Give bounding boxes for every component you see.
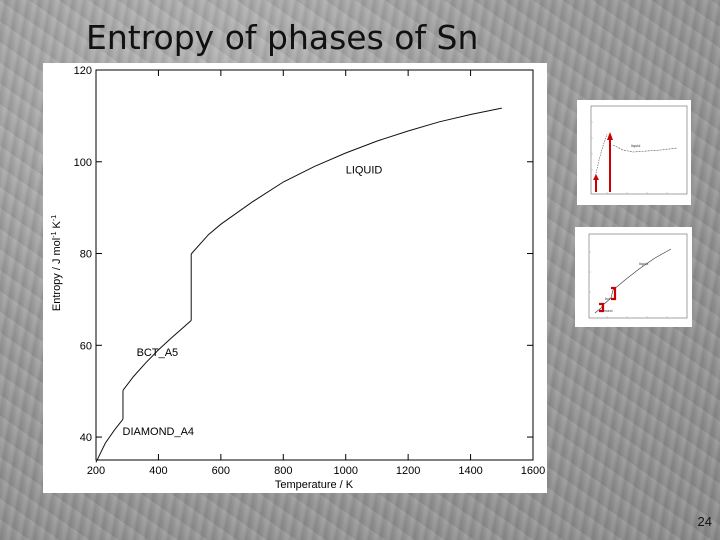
y-tick-label: 120: [74, 65, 92, 77]
x-tick-label: 1400: [458, 465, 482, 477]
y-tick-label: 100: [74, 157, 92, 169]
thumbnail-heat-capacity-plot: liquid: [577, 100, 691, 205]
thumbnail-2-svg: liquid bct diamond: [588, 233, 688, 319]
red-bracket-lower: [599, 302, 605, 313]
x-tick-label: 200: [87, 465, 105, 477]
thumbnail-1-svg: liquid: [590, 105, 688, 195]
x-tick-label: 600: [212, 465, 230, 477]
x-tick-label: 1000: [333, 465, 357, 477]
y-tick-label: 40: [80, 432, 92, 444]
x-tick-label: 400: [149, 465, 167, 477]
phase-label-diamond_a4: DIAMOND_A4: [123, 426, 195, 438]
x-tick-label: 1600: [521, 465, 545, 477]
series-lines: [95, 107, 502, 463]
y-tick-label: 80: [80, 249, 92, 261]
slide-title: Entropy of phases of Sn: [86, 18, 479, 57]
x-axis-label: Temperature / K: [275, 479, 354, 491]
y-axis-label: Entropy / J mol-1 K-1: [51, 215, 63, 311]
red-arrow-tall: [607, 132, 613, 192]
thumb2-label-liquid: liquid: [639, 261, 648, 266]
axis-ticks: 200 400 600 800 1000 1200 1400 1600 40 60 80 100 120: [74, 65, 546, 477]
x-tick-label: 1200: [396, 465, 420, 477]
phase-label-bct_a5: BCT_A5: [137, 347, 179, 359]
thumb1-label-liquid: liquid: [631, 143, 640, 148]
thumbnail-entropy-plot: liquid bct diamond: [575, 227, 692, 327]
phase-label-liquid: LIQUID: [346, 165, 383, 177]
thumb2-label-bct: bct: [605, 297, 610, 301]
page-number: 24: [697, 514, 712, 529]
red-arrow-small: [593, 174, 599, 192]
plot-frame: [95, 69, 534, 461]
red-bracket-upper: [611, 286, 617, 301]
chart-svg: 200 400 600 800 1000 1200 1400 1600 40 60 80 100 120…: [51, 65, 546, 491]
entropy-chart: 200 400 600 800 1000 1200 1400 1600 40 60 80 100 120…: [43, 63, 547, 493]
y-tick-label: 60: [80, 340, 92, 352]
x-tick-label: 800: [274, 465, 292, 477]
series-line-liquid: [190, 107, 502, 255]
thumb2-label-diamond: diamond: [599, 309, 612, 313]
series-line-bct_a5: [122, 320, 192, 391]
series-line-diamond_a4: [95, 418, 124, 463]
phase-labels: DIAMOND_A4 BCT_A5 LIQUID: [123, 165, 383, 438]
